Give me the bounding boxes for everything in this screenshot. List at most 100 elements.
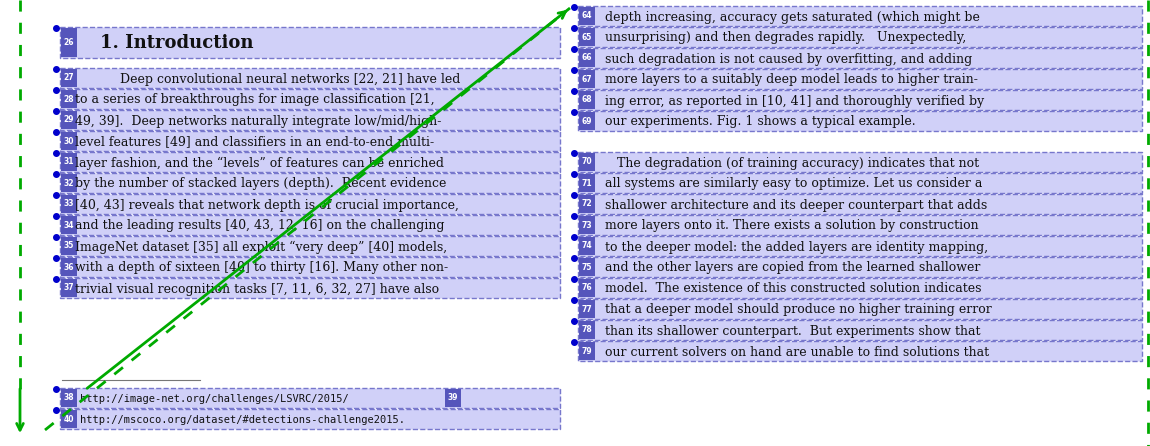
Bar	[578, 341, 1142, 361]
Text: and the other layers are copied from the learned shallower: and the other layers are copied from the…	[605, 261, 980, 274]
Bar	[60, 68, 560, 88]
Text: 29: 29	[63, 116, 75, 124]
Bar	[578, 6, 1142, 26]
Text: 76: 76	[582, 284, 592, 293]
Bar	[578, 320, 1142, 340]
Bar	[578, 342, 595, 360]
Bar	[60, 131, 560, 151]
Bar	[61, 90, 77, 108]
Text: The degradation (of training accuracy) indicates that not: The degradation (of training accuracy) i…	[618, 157, 979, 169]
Text: 79: 79	[582, 347, 592, 355]
Text: ing error, as reported in [10, 41] and thoroughly verified by: ing error, as reported in [10, 41] and t…	[605, 95, 984, 107]
Text: model.  The existence of this constructed solution indicates: model. The existence of this constructed…	[605, 282, 981, 296]
Text: 77: 77	[582, 305, 592, 314]
Bar	[578, 28, 595, 46]
Bar	[61, 258, 77, 276]
Text: our experiments. Fig. 1 shows a typical example.: our experiments. Fig. 1 shows a typical …	[605, 116, 915, 128]
Bar	[578, 257, 1142, 277]
Text: level features [49] and classifiers in an end-to-end multi-: level features [49] and classifiers in a…	[75, 136, 435, 149]
Text: more layers onto it. There exists a solution by construction: more layers onto it. There exists a solu…	[605, 219, 979, 232]
Bar	[60, 89, 560, 109]
Text: ImageNet dataset [35] all exploit “very deep” [40] models,: ImageNet dataset [35] all exploit “very …	[75, 240, 447, 254]
Bar	[60, 236, 560, 256]
Text: 39: 39	[447, 393, 458, 402]
Bar	[578, 91, 595, 109]
Text: shallower architecture and its deeper counterpart that adds: shallower architecture and its deeper co…	[605, 198, 987, 211]
Text: than its shallower counterpart.  But experiments show that: than its shallower counterpart. But expe…	[605, 325, 981, 338]
Bar	[578, 237, 595, 255]
Bar	[578, 195, 595, 213]
Bar	[445, 389, 461, 407]
Bar	[578, 215, 1142, 235]
Bar	[60, 215, 560, 235]
Text: 36: 36	[63, 263, 75, 272]
Text: 70: 70	[582, 157, 592, 166]
Text: 27: 27	[63, 74, 75, 83]
Bar	[60, 173, 560, 193]
Text: 75: 75	[582, 263, 592, 272]
Text: by the number of stacked layers (depth).  Recent evidence: by the number of stacked layers (depth).…	[75, 178, 446, 190]
Text: http://image-net.org/challenges/LSVRC/2015/: http://image-net.org/challenges/LSVRC/20…	[81, 394, 348, 404]
Text: 67: 67	[582, 74, 592, 83]
Text: that a deeper model should produce no higher training error: that a deeper model should produce no hi…	[605, 303, 991, 317]
Text: unsurprising) and then degrades rapidly.   Unexpectedly,: unsurprising) and then degrades rapidly.…	[605, 32, 966, 45]
Bar	[578, 174, 595, 192]
Bar	[60, 194, 560, 214]
Bar	[61, 153, 77, 171]
Text: 28: 28	[63, 95, 75, 103]
Bar	[578, 27, 1142, 47]
Text: 31: 31	[63, 157, 75, 166]
Text: depth increasing, accuracy gets saturated (which might be: depth increasing, accuracy gets saturate…	[605, 11, 980, 24]
Bar	[60, 257, 560, 277]
Bar	[578, 48, 1142, 68]
Bar	[61, 132, 77, 150]
Text: http://mscoco.org/dataset/#detections-challenge2015.: http://mscoco.org/dataset/#detections-ch…	[81, 415, 405, 425]
Bar	[578, 49, 595, 67]
Bar	[578, 69, 1142, 89]
Bar	[61, 174, 77, 192]
Bar	[61, 28, 77, 57]
Bar	[578, 300, 595, 318]
Text: our current solvers on hand are unable to find solutions that: our current solvers on hand are unable t…	[605, 346, 989, 359]
Bar	[578, 278, 1142, 298]
Text: Deep convolutional neural networks [22, 21] have led: Deep convolutional neural networks [22, …	[120, 73, 460, 86]
Bar	[578, 216, 595, 234]
Bar	[61, 195, 77, 213]
Bar	[61, 69, 77, 87]
Text: 40: 40	[63, 414, 75, 424]
Bar	[578, 111, 1142, 131]
Bar	[578, 258, 595, 276]
Text: 1. Introduction: 1. Introduction	[100, 34, 253, 53]
Text: 26: 26	[63, 38, 75, 47]
Text: and the leading results [40, 43, 12, 16] on the challenging: and the leading results [40, 43, 12, 16]…	[75, 219, 445, 232]
Bar	[578, 7, 595, 25]
Text: more layers to a suitably deep model leads to higher train-: more layers to a suitably deep model lea…	[605, 74, 978, 87]
Text: 65: 65	[582, 33, 592, 41]
Bar	[578, 321, 595, 339]
Text: 30: 30	[63, 136, 75, 145]
Text: 37: 37	[63, 284, 75, 293]
Text: all systems are similarly easy to optimize. Let us consider a: all systems are similarly easy to optimi…	[605, 178, 982, 190]
Text: 32: 32	[63, 178, 75, 187]
Text: 64: 64	[582, 12, 592, 21]
Bar	[61, 389, 77, 407]
Text: trivial visual recognition tasks [7, 11, 6, 32, 27] have also: trivial visual recognition tasks [7, 11,…	[75, 282, 439, 296]
Text: to the deeper model: the added layers are identity mapping,: to the deeper model: the added layers ar…	[605, 240, 988, 253]
Bar	[60, 110, 560, 130]
Bar	[61, 111, 77, 129]
Text: such degradation is not caused by overfitting, and adding: such degradation is not caused by overfi…	[605, 53, 972, 66]
Text: 38: 38	[63, 393, 75, 402]
Text: 74: 74	[582, 241, 592, 251]
Bar	[578, 299, 1142, 319]
Bar	[578, 153, 595, 171]
Text: 49, 39].  Deep networks naturally integrate low/mid/high-: 49, 39]. Deep networks naturally integra…	[75, 115, 442, 128]
Text: 33: 33	[63, 199, 75, 208]
Bar	[578, 236, 1142, 256]
Bar	[578, 152, 1142, 172]
Bar	[60, 388, 560, 408]
Bar	[61, 216, 77, 234]
Bar	[60, 409, 560, 429]
Bar	[61, 279, 77, 297]
Bar	[578, 112, 595, 130]
Text: 34: 34	[63, 220, 75, 230]
